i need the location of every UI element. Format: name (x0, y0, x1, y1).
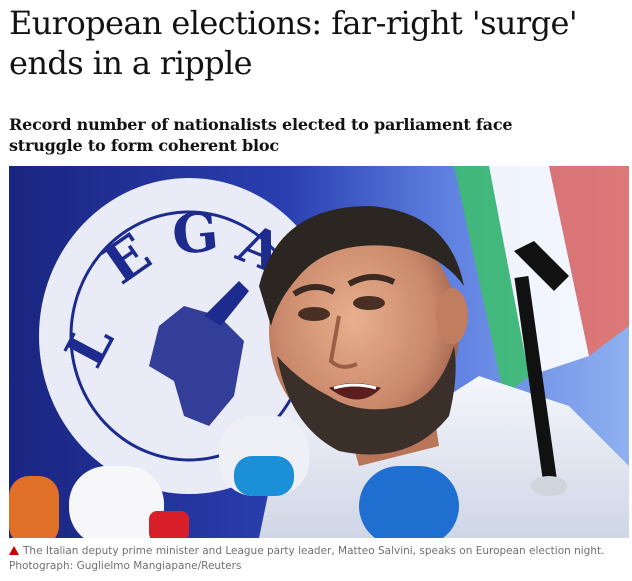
logo-letter: G (170, 199, 222, 267)
standfirst: Record number of nationalists elected to… (9, 115, 513, 155)
headline: European elections: far-right 'surge' en… (9, 4, 578, 82)
photo-caption: The Italian deputy prime minister and Le… (9, 544, 624, 574)
microphone (359, 466, 459, 538)
photo-credit: Photograph: Guglielmo Mangiapane/Reuters (9, 560, 242, 572)
red-triangle-icon (9, 546, 19, 555)
lead-photo-illustration: L E G A (9, 166, 629, 538)
caption-text: The Italian deputy prime minister and Le… (23, 545, 605, 557)
microphone (9, 476, 59, 538)
microphone (69, 466, 164, 538)
lead-photo[interactable]: L E G A (9, 166, 629, 538)
